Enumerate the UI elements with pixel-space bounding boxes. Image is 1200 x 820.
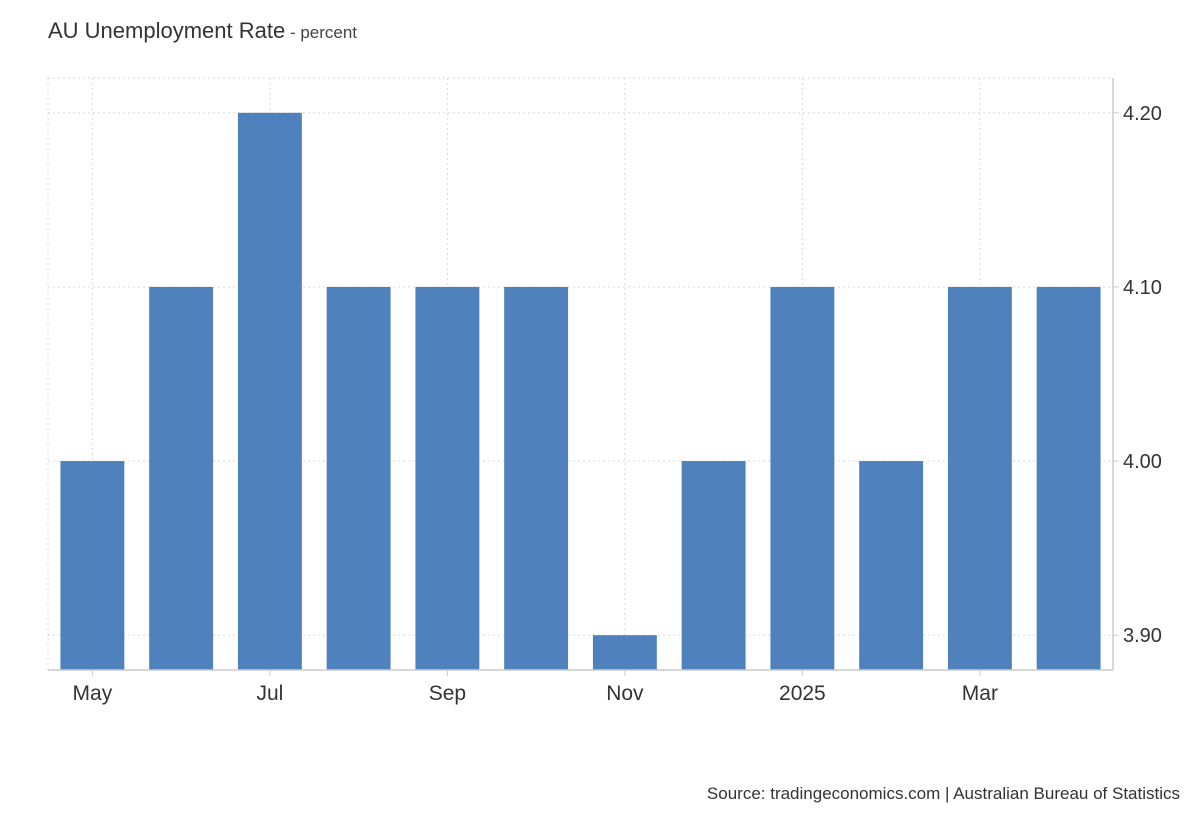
bar	[326, 286, 391, 670]
bar	[592, 635, 657, 670]
x-tick-label: May	[73, 682, 113, 705]
bar	[770, 286, 835, 670]
bar	[681, 461, 746, 670]
y-tick-label: 4.00	[1123, 451, 1162, 473]
bar	[947, 286, 1012, 670]
labels-layer: 3.90 4.00 4.10 4.20 May Jul Sep Nov 2025 Mar	[73, 103, 1162, 705]
chart-unit-label: percent	[300, 23, 358, 42]
bar-chart: 3.90 4.00 4.10 4.20 May Jul Sep Nov 2025 Mar	[47, 77, 1162, 705]
x-tick-label: Mar	[962, 682, 998, 705]
bar	[415, 286, 480, 670]
axis-layer	[48, 78, 1119, 676]
chart-title: AU Unemployment Rate - percent	[48, 18, 357, 44]
chart-title-separator: -	[285, 23, 301, 42]
y-tick-label: 4.20	[1123, 103, 1162, 125]
bars-layer	[60, 112, 1101, 670]
bar	[859, 461, 924, 670]
bar	[60, 461, 125, 670]
y-tick-label: 4.10	[1123, 277, 1162, 299]
bar	[149, 286, 214, 670]
bar	[504, 286, 569, 670]
chart-title-main: AU Unemployment Rate	[48, 18, 286, 43]
x-tick-label: 2025	[779, 682, 826, 705]
x-tick-label: Nov	[606, 682, 644, 705]
bar	[1036, 286, 1101, 670]
x-tick-label: Sep	[429, 682, 466, 705]
x-tick-label: Jul	[256, 682, 283, 705]
bar	[237, 112, 302, 670]
y-tick-label: 3.90	[1123, 625, 1162, 647]
source-attribution: Source: tradingeconomics.com | Australia…	[706, 784, 1180, 803]
